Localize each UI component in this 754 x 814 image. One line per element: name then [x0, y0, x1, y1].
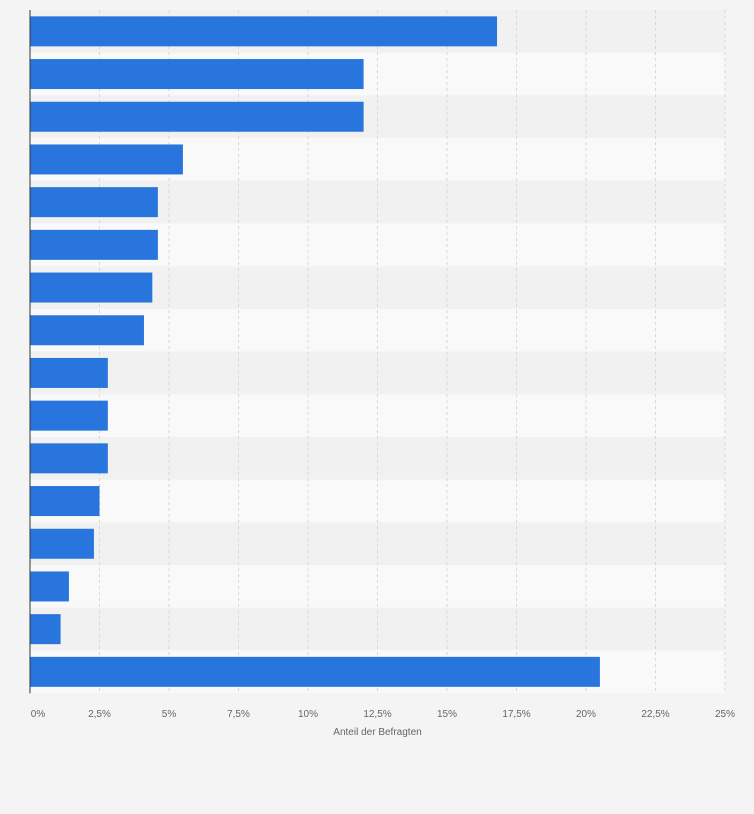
x-tick-label: 12,5%: [363, 709, 391, 720]
x-tick-label: 17,5%: [502, 709, 530, 720]
bar[interactable]: [30, 272, 153, 303]
x-tick-label: 20%: [576, 709, 596, 720]
x-tick-label: 7,5%: [227, 709, 250, 720]
bars: [30, 16, 600, 687]
x-tick-label: 0%: [31, 709, 46, 720]
x-tick-label: 10%: [298, 709, 318, 720]
bar[interactable]: [30, 571, 69, 602]
bar[interactable]: [30, 400, 108, 431]
x-tick-label: 5%: [162, 709, 177, 720]
bar[interactable]: [30, 101, 364, 132]
x-tick-label: 2,5%: [88, 709, 111, 720]
bar[interactable]: [30, 144, 183, 175]
x-tick-label: 25%: [715, 709, 735, 720]
bar[interactable]: [30, 443, 108, 474]
bar[interactable]: [30, 59, 364, 90]
bar[interactable]: [30, 16, 498, 47]
bar[interactable]: [30, 229, 158, 260]
x-tick-label: 22,5%: [641, 709, 669, 720]
bar[interactable]: [30, 528, 94, 559]
x-tick-label: 15%: [437, 709, 457, 720]
bar[interactable]: [30, 614, 61, 645]
bar[interactable]: [30, 187, 158, 218]
bar[interactable]: [30, 656, 600, 687]
x-tick-labels: 0% 2,5% 5% 7,5% 10% 12,5% 15% 17,5% 20% 22,5% 25%: [31, 709, 735, 720]
bar[interactable]: [30, 315, 144, 346]
bar[interactable]: [30, 357, 108, 388]
x-axis-label: Anteil der Befragten: [333, 727, 421, 738]
bar[interactable]: [30, 486, 100, 517]
